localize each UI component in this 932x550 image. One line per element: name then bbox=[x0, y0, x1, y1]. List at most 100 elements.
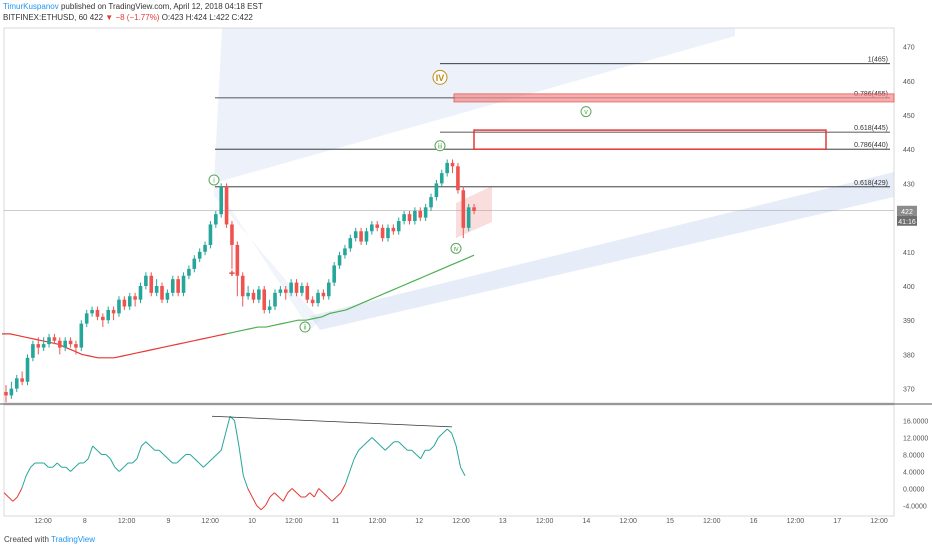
divergence-line bbox=[211, 415, 453, 428]
oscillator-segment bbox=[189, 454, 195, 460]
countdown-badge: 41:16 bbox=[898, 219, 916, 226]
oscillator-segment bbox=[3, 492, 9, 498]
created-with-label: Created with bbox=[4, 535, 49, 544]
candle-body bbox=[445, 162, 449, 174]
oscillator-tick-label: 8.0000 bbox=[903, 453, 925, 460]
time-tick-label: 13 bbox=[499, 518, 507, 525]
oscillator-segment bbox=[30, 462, 36, 468]
candle-body bbox=[214, 214, 218, 225]
candle-body bbox=[359, 231, 363, 242]
oscillator-segment bbox=[158, 449, 164, 455]
candle-body bbox=[310, 299, 315, 304]
lower-channel-band bbox=[310, 172, 894, 330]
price-tick-label: 470 bbox=[903, 45, 915, 52]
time-tick-label: 12 bbox=[415, 518, 423, 525]
candle-body bbox=[461, 190, 466, 228]
oscillator-segment bbox=[211, 454, 218, 460]
oscillator-segment bbox=[207, 458, 213, 464]
oscillator-segment bbox=[291, 488, 297, 494]
oscillator-segment bbox=[109, 458, 116, 468]
channel-fill-left bbox=[214, 183, 320, 330]
oscillator-segment bbox=[25, 467, 32, 476]
time-tick-label: 12:00 bbox=[536, 518, 554, 525]
candle-body bbox=[423, 207, 428, 218]
oscillator-segment bbox=[433, 437, 439, 447]
price-tick-label: 450 bbox=[903, 113, 915, 120]
time-tick-label: 12:00 bbox=[369, 518, 387, 525]
candle-body bbox=[68, 340, 73, 345]
candle-body bbox=[95, 309, 100, 317]
chart-header: TimurKuspanov published on TradingView.c… bbox=[3, 0, 703, 28]
oscillator-segment bbox=[123, 462, 129, 468]
candle-body bbox=[47, 337, 51, 345]
time-tick-label: 16 bbox=[750, 518, 758, 525]
author-link[interactable]: TimurKuspanov bbox=[3, 2, 59, 11]
oscillator-segment bbox=[87, 445, 94, 459]
oscillator-segment bbox=[8, 496, 14, 502]
oscillator-tick-label: 4.0000 bbox=[903, 470, 925, 477]
countdown-badge-bg bbox=[897, 215, 917, 226]
price-tick-label: 460 bbox=[903, 79, 915, 86]
price-badge-bg bbox=[897, 205, 917, 216]
oscillator-segment bbox=[198, 462, 204, 468]
cross-marker: + bbox=[229, 268, 235, 280]
time-tick-label: 14 bbox=[583, 518, 591, 525]
wave-label-circle bbox=[580, 106, 592, 118]
candle-body bbox=[343, 248, 347, 256]
candle-body bbox=[219, 186, 223, 215]
oscillator-segment bbox=[96, 449, 102, 455]
candle-body bbox=[434, 183, 439, 198]
oscillator-segment bbox=[455, 445, 462, 468]
candle-body bbox=[170, 279, 175, 293]
symbol-label: BITFINEX:ETHUSD, 60 bbox=[3, 13, 88, 22]
moving-average-green bbox=[225, 254, 475, 335]
candle-body bbox=[289, 282, 293, 293]
candle-body bbox=[41, 344, 46, 348]
wave-label: iv bbox=[453, 246, 459, 253]
target-zone-455 bbox=[453, 93, 895, 103]
time-tick-label: 11 bbox=[332, 518, 339, 525]
candle-body bbox=[117, 299, 121, 314]
candle-body bbox=[262, 289, 267, 310]
price-tick-label: 430 bbox=[903, 181, 915, 188]
candle-body bbox=[74, 344, 78, 348]
candle-body bbox=[273, 292, 277, 307]
candle-body bbox=[14, 378, 19, 389]
candle-body bbox=[63, 340, 67, 348]
candle-body bbox=[203, 244, 207, 252]
candle-body bbox=[25, 357, 30, 382]
candle-body bbox=[9, 388, 14, 396]
candle-body bbox=[208, 224, 213, 245]
oscillator-segment bbox=[238, 445, 244, 476]
price-tick-label: 390 bbox=[903, 318, 915, 325]
oscillator-segment bbox=[274, 492, 280, 498]
oscillator-segment bbox=[203, 462, 209, 468]
oscillator-segment bbox=[371, 437, 377, 443]
tradingview-link[interactable]: TradingView bbox=[51, 535, 96, 544]
oscillator-segment bbox=[376, 441, 382, 447]
oscillator-segment bbox=[362, 441, 368, 447]
price-tick-label: 440 bbox=[903, 147, 915, 154]
candle-body bbox=[316, 292, 320, 304]
oscillator-segment bbox=[65, 466, 71, 472]
candle-body bbox=[429, 197, 433, 208]
candle-body bbox=[101, 316, 105, 321]
main-pane-frame bbox=[3, 27, 895, 404]
candle-body bbox=[386, 227, 390, 239]
candle-body bbox=[52, 337, 57, 341]
oscillator-segment bbox=[70, 466, 76, 472]
wave-label: iii bbox=[438, 143, 443, 150]
level-label: 0.618(429) bbox=[854, 180, 888, 187]
time-tick-label: 12:00 bbox=[870, 518, 888, 525]
time-tick-label: 12:00 bbox=[452, 518, 470, 525]
oscillator-segment bbox=[380, 445, 386, 451]
oscillator-segment bbox=[242, 475, 249, 489]
candle-body bbox=[466, 207, 471, 228]
oscillator-segment bbox=[420, 450, 426, 459]
candle-body bbox=[321, 292, 326, 297]
candle-body bbox=[332, 265, 336, 283]
candle-body bbox=[402, 214, 406, 222]
oscillator-segment bbox=[194, 458, 200, 464]
candle-body bbox=[176, 279, 180, 293]
